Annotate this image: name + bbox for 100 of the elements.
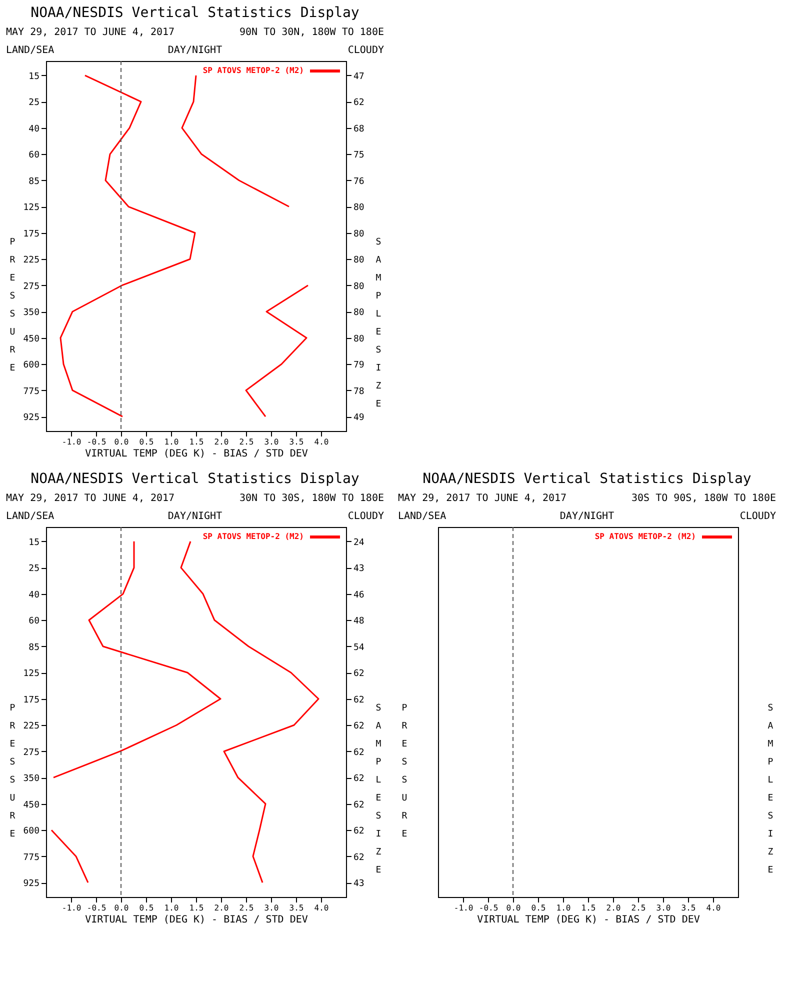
x-tick-label: 0.5: [531, 904, 546, 912]
y-tick-label: 125: [23, 203, 40, 214]
text: LAND/SEA: [398, 511, 446, 522]
x-tick-label: 0.0: [114, 438, 129, 446]
y2-tick-label: 80: [354, 256, 364, 266]
y-tick-label: 600: [23, 826, 40, 837]
y-tick-label: 225: [23, 722, 40, 732]
y2-tick-label: 68: [354, 124, 364, 134]
chart-title: NOAA/NESDIS Vertical Statistics Display: [30, 5, 360, 21]
y-tick-label: 450: [23, 800, 40, 810]
y2-tick-label: 48: [354, 616, 364, 627]
legend-label: SP ATOVS METOP-2 (M2): [202, 66, 304, 75]
x-tick-label: -0.5: [86, 438, 106, 446]
text: LAND/SEA: [6, 45, 54, 56]
y2-tick-label: 62: [354, 774, 364, 784]
legend-label: SP ATOVS METOP-2 (M2): [594, 532, 696, 541]
text: CLOUDY: [348, 45, 384, 56]
x-tick-label: 1.0: [164, 904, 179, 912]
x-tick-label: 2.0: [214, 438, 229, 446]
y-tick-label: 225: [23, 256, 40, 266]
y2-tick-label: 79: [354, 360, 364, 371]
text: LAND/SEA: [6, 511, 54, 522]
y2-tick-label: 76: [354, 176, 364, 187]
y-tick-label: 40: [28, 124, 40, 134]
y2-tick-label: 62: [354, 852, 364, 863]
y-tick-label: 775: [23, 852, 40, 863]
x-tick-label: 0.5: [139, 904, 154, 912]
x-tick-label: 3.0: [264, 438, 279, 446]
y2-tick-label: 80: [354, 308, 364, 318]
y-tick-label: 175: [23, 695, 40, 706]
y-tick-label: 775: [23, 386, 40, 397]
y-tick-label: 125: [23, 669, 40, 680]
x-tick-label: 3.0: [264, 904, 279, 912]
y-tick-label: 85: [28, 642, 40, 653]
chart-title: NOAA/NESDIS Vertical Statistics Display: [422, 471, 752, 487]
y-tick-label: 60: [28, 616, 40, 627]
y2-tick-label: 54: [354, 642, 364, 653]
text: DAY/NIGHT: [168, 45, 222, 56]
x-tick-label: 2.5: [631, 904, 646, 912]
y2-tick-label: 62: [354, 748, 364, 758]
y2-tick-label: 49: [354, 413, 364, 424]
text: SAMPLE SIZE: [376, 704, 382, 876]
y-tick-label: 925: [23, 879, 40, 890]
y-tick-label: 925: [23, 413, 40, 424]
y2-tick-label: 24: [354, 538, 364, 548]
x-tick-label: -1.0: [62, 438, 82, 446]
chart-subtitle: MAY 29, 2017 TO JUNE 4, 2017: [6, 27, 175, 38]
y-tick-label: 25: [28, 98, 40, 108]
x-tick-label: -1.0: [62, 904, 82, 912]
y-tick-label: 15: [28, 538, 40, 548]
text: 30S TO 90S, 180W TO 180E: [632, 493, 776, 504]
y-tick-label: 275: [23, 282, 40, 292]
y2-tick-label: 75: [354, 150, 364, 161]
legend-label: SP ATOVS METOP-2 (M2): [202, 532, 304, 541]
y2-tick-label: 43: [354, 564, 364, 574]
x-tick-label: 2.5: [239, 904, 254, 912]
y-tick-label: 15: [28, 72, 40, 82]
x-tick-label: -0.5: [86, 904, 106, 912]
x-tick-label: 3.5: [681, 904, 696, 912]
y2-tick-label: 80: [354, 334, 364, 344]
y2-tick-label: 47: [354, 72, 364, 82]
y2-tick-label: 62: [354, 98, 364, 108]
y-axis-title: PRESSURE: [402, 704, 408, 840]
y2-tick-label: 62: [354, 800, 364, 810]
y2-tick-label: 80: [354, 229, 364, 240]
y-axis-title: PRESSURE: [10, 238, 16, 374]
x-tick-label: 1.0: [164, 438, 179, 446]
y-tick-label: 25: [28, 564, 40, 574]
x-tick-label: 2.5: [239, 438, 254, 446]
x-axis-title: VIRTUAL TEMP (DEG K) - BIAS / STD DEV: [477, 914, 700, 926]
text: DAY/NIGHT: [168, 511, 222, 522]
x-tick-label: 2.0: [606, 904, 621, 912]
y-tick-label: 40: [28, 590, 40, 600]
y-tick-label: 600: [23, 360, 40, 371]
y2-tick-label: 80: [354, 282, 364, 292]
x-axis-title: VIRTUAL TEMP (DEG K) - BIAS / STD DEV: [85, 448, 308, 460]
chart-subtitle: MAY 29, 2017 TO JUNE 4, 2017: [398, 493, 567, 504]
x-tick-label: 3.5: [289, 438, 304, 446]
x-tick-label: -0.5: [478, 904, 498, 912]
y-tick-label: 85: [28, 176, 40, 187]
chart-title: NOAA/NESDIS Vertical Statistics Display: [30, 471, 360, 487]
text: CLOUDY: [740, 511, 776, 522]
text: 30N TO 30S, 180W TO 180E: [240, 493, 384, 504]
x-tick-label: 1.5: [189, 904, 204, 912]
x-tick-label: 0.5: [139, 438, 154, 446]
x-tick-label: -1.0: [454, 904, 474, 912]
x-tick-label: 1.0: [556, 904, 571, 912]
y2-tick-label: 43: [354, 879, 364, 890]
text: CLOUDY: [348, 511, 384, 522]
x-axis-title: VIRTUAL TEMP (DEG K) - BIAS / STD DEV: [85, 914, 308, 926]
y-tick-label: 450: [23, 334, 40, 344]
y-tick-label: 60: [28, 150, 40, 161]
x-tick-label: 2.0: [214, 904, 229, 912]
y-tick-label: 275: [23, 748, 40, 758]
x-tick-label: 3.5: [289, 904, 304, 912]
chart-subtitle: MAY 29, 2017 TO JUNE 4, 2017: [6, 493, 175, 504]
y2-tick-label: 62: [354, 826, 364, 837]
y2-tick-label: 46: [354, 590, 364, 600]
y2-tick-label: 80: [354, 203, 364, 214]
x-tick-label: 4.0: [706, 904, 721, 912]
